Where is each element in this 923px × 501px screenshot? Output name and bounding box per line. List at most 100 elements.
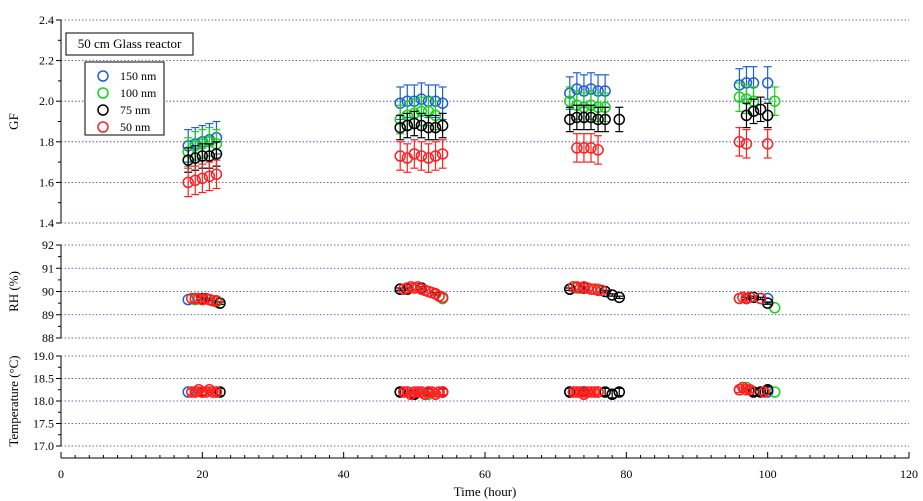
y-tick-label: 89 bbox=[42, 308, 54, 322]
data-point bbox=[564, 113, 576, 126]
data-point bbox=[401, 119, 414, 132]
data-point bbox=[592, 113, 604, 126]
data-point bbox=[595, 284, 608, 297]
data-point bbox=[592, 144, 604, 156]
legend-label: 150 nm bbox=[120, 69, 157, 83]
series-50-nm bbox=[182, 126, 774, 198]
legend: 150 nm 100 nm 75 nm 50 nm bbox=[84, 61, 165, 136]
data-point bbox=[394, 386, 406, 398]
data-point bbox=[203, 150, 216, 162]
data-point bbox=[210, 168, 223, 181]
data-point bbox=[182, 154, 194, 166]
temperature-panel: 17.0 17.5 18.0 18.5 19.0 Temperature (°C) bbox=[6, 349, 909, 453]
data-point bbox=[747, 105, 760, 118]
legend-marker bbox=[97, 121, 109, 133]
y-tick-label: 18.0 bbox=[33, 394, 54, 408]
data-point bbox=[182, 176, 194, 189]
data-point bbox=[754, 103, 767, 116]
y-tick-label: 1.4 bbox=[39, 216, 54, 230]
data-point bbox=[606, 289, 618, 301]
data-point bbox=[433, 386, 445, 398]
y-tick-label: 2.2 bbox=[39, 54, 54, 68]
data-point bbox=[408, 386, 421, 398]
title-box bbox=[65, 32, 194, 56]
series-100-nm bbox=[189, 381, 781, 400]
series-150-nm bbox=[182, 283, 774, 306]
data-point bbox=[429, 150, 442, 162]
y-tick-label: 1.6 bbox=[39, 175, 54, 189]
data-point bbox=[761, 138, 774, 150]
x-axis: 0 20 40 60 80 100 120 bbox=[58, 452, 918, 481]
x-tick-label: 80 bbox=[620, 467, 632, 481]
y-tick-label: 92 bbox=[42, 238, 54, 252]
data-point bbox=[210, 295, 223, 307]
data-point bbox=[436, 148, 449, 160]
data-point bbox=[740, 384, 753, 396]
data-point bbox=[768, 95, 781, 107]
data-point bbox=[436, 291, 449, 304]
legend-label: 75 nm bbox=[120, 103, 151, 117]
data-point bbox=[592, 386, 604, 398]
data-point bbox=[408, 117, 421, 130]
y-tick-label: 2.4 bbox=[39, 13, 54, 27]
x-axis-title: Time (hour) bbox=[454, 484, 517, 499]
data-point bbox=[733, 91, 746, 103]
series-75-nm bbox=[182, 96, 774, 173]
data-point bbox=[567, 386, 580, 398]
data-point bbox=[592, 284, 604, 297]
data-point bbox=[761, 77, 774, 89]
data-point bbox=[415, 119, 428, 132]
y-axis-title: Temperature (°C) bbox=[6, 355, 21, 446]
data-point bbox=[394, 121, 406, 134]
y-tick-label: 91 bbox=[42, 261, 54, 275]
y-tick-label: 17.5 bbox=[33, 417, 54, 431]
data-point bbox=[203, 170, 216, 183]
y-tick-label: 1.8 bbox=[39, 135, 54, 149]
data-point bbox=[613, 291, 626, 304]
data-point bbox=[196, 172, 209, 185]
y-axis-title: RH (%) bbox=[6, 271, 21, 312]
data-point bbox=[394, 150, 406, 162]
gf-panel: 1.4 1.6 1.8 2.0 2.2 2.4 GF 50 cm Glass reactor 1… bbox=[6, 13, 909, 230]
data-point bbox=[422, 121, 435, 134]
data-point bbox=[394, 283, 406, 295]
data-point bbox=[436, 386, 449, 398]
x-tick-label: 120 bbox=[900, 467, 918, 481]
data-point bbox=[429, 121, 442, 134]
data-point bbox=[585, 386, 597, 398]
x-tick-label: 100 bbox=[759, 467, 777, 481]
x-tick-label: 40 bbox=[338, 467, 350, 481]
data-point bbox=[606, 388, 618, 400]
data-point bbox=[613, 386, 626, 398]
data-point bbox=[207, 386, 219, 398]
data-point bbox=[571, 142, 583, 154]
data-point bbox=[571, 111, 583, 124]
data-point bbox=[210, 386, 223, 398]
data-point bbox=[436, 97, 449, 109]
data-point bbox=[733, 136, 746, 148]
x-tick-label: 0 bbox=[58, 467, 64, 481]
data-point bbox=[585, 142, 597, 154]
data-point bbox=[585, 111, 597, 124]
data-point bbox=[768, 386, 781, 398]
rh-panel: 88 89 90 91 92 RH (%) bbox=[6, 238, 909, 345]
x-tick-label: 60 bbox=[479, 467, 491, 481]
data-point bbox=[578, 142, 590, 154]
data-point bbox=[207, 295, 219, 307]
legend-marker bbox=[97, 87, 109, 99]
data-point bbox=[599, 113, 611, 126]
series-50-nm bbox=[185, 281, 767, 307]
data-point bbox=[613, 113, 626, 126]
y-tick-label: 90 bbox=[42, 285, 54, 299]
title-box-text: 50 cm Glass reactor bbox=[78, 36, 182, 51]
data-point bbox=[754, 386, 767, 398]
series-100-nm bbox=[182, 82, 781, 167]
data-point bbox=[578, 111, 590, 124]
y-tick-label: 2.0 bbox=[39, 94, 54, 108]
data-point bbox=[761, 109, 774, 122]
data-point bbox=[189, 174, 202, 187]
data-point bbox=[415, 150, 428, 162]
data-point bbox=[588, 386, 601, 398]
y-tick-label: 18.5 bbox=[33, 372, 54, 386]
